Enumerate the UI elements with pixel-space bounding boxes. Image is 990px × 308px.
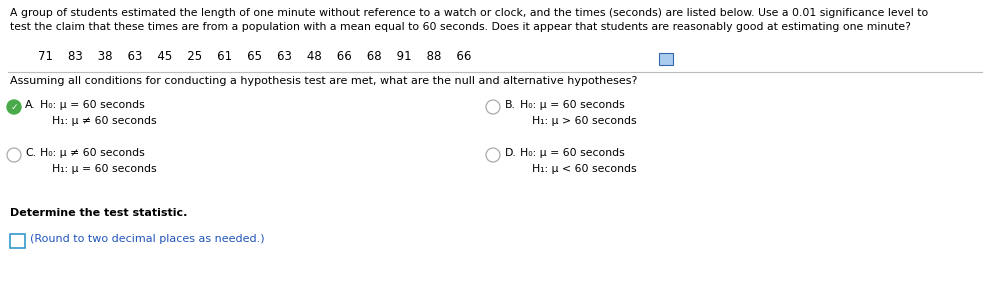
Text: H₁: μ ≠ 60 seconds: H₁: μ ≠ 60 seconds <box>52 116 156 126</box>
Circle shape <box>7 100 21 114</box>
Text: Assuming all conditions for conducting a hypothesis test are met, what are the n: Assuming all conditions for conducting a… <box>10 76 638 86</box>
Text: 71    83    38    63    45    25    61    65    63    48    66    68    91    88: 71 83 38 63 45 25 61 65 63 48 66 68 91 8… <box>38 50 471 63</box>
Text: Determine the test statistic.: Determine the test statistic. <box>10 208 187 218</box>
Text: C.: C. <box>25 148 36 158</box>
Circle shape <box>7 148 21 162</box>
Text: D.: D. <box>505 148 517 158</box>
Circle shape <box>486 100 500 114</box>
Text: H₁: μ < 60 seconds: H₁: μ < 60 seconds <box>532 164 637 174</box>
Text: H₀: μ = 60 seconds: H₀: μ = 60 seconds <box>40 100 145 110</box>
Text: H₀: μ = 60 seconds: H₀: μ = 60 seconds <box>520 100 625 110</box>
Text: test the claim that these times are from a population with a mean equal to 60 se: test the claim that these times are from… <box>10 22 911 32</box>
Text: ✓: ✓ <box>10 103 18 111</box>
Text: H₀: μ = 60 seconds: H₀: μ = 60 seconds <box>520 148 625 158</box>
FancyBboxPatch shape <box>10 234 25 248</box>
Text: H₀: μ ≠ 60 seconds: H₀: μ ≠ 60 seconds <box>40 148 145 158</box>
Text: H₁: μ = 60 seconds: H₁: μ = 60 seconds <box>52 164 156 174</box>
Text: B.: B. <box>505 100 516 110</box>
Text: (Round to two decimal places as needed.): (Round to two decimal places as needed.) <box>30 234 264 244</box>
Text: H₁: μ > 60 seconds: H₁: μ > 60 seconds <box>532 116 637 126</box>
Circle shape <box>486 148 500 162</box>
Text: A group of students estimated the length of one minute without reference to a wa: A group of students estimated the length… <box>10 8 929 18</box>
FancyBboxPatch shape <box>659 53 673 65</box>
Text: A.: A. <box>25 100 36 110</box>
